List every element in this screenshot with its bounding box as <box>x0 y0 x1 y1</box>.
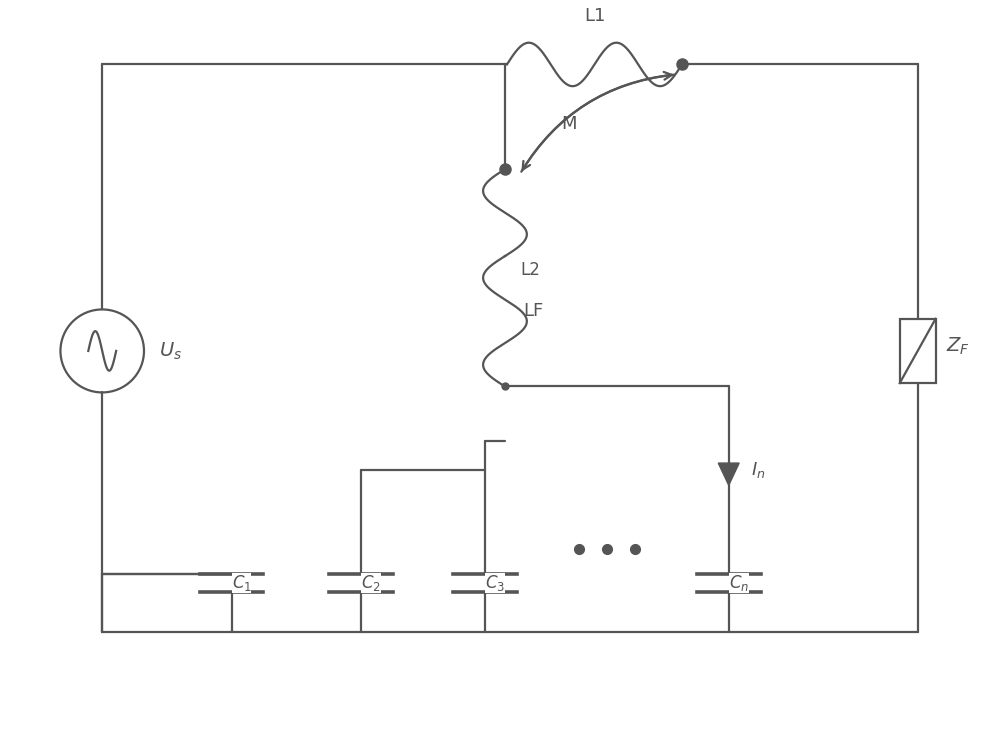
FancyArrowPatch shape <box>523 75 674 170</box>
Text: $C_3$: $C_3$ <box>485 573 505 593</box>
Polygon shape <box>718 463 739 486</box>
Text: M: M <box>561 115 576 133</box>
Text: $C_1$: $C_1$ <box>232 573 251 593</box>
Text: $Z_F$: $Z_F$ <box>946 336 969 357</box>
Text: $C_2$: $C_2$ <box>361 573 381 593</box>
Text: $U_s$: $U_s$ <box>159 340 182 361</box>
Text: L2: L2 <box>520 261 540 279</box>
Bar <box>900 319 936 383</box>
Text: LF: LF <box>523 302 543 321</box>
Text: $C_n$: $C_n$ <box>729 573 749 593</box>
FancyArrowPatch shape <box>521 72 672 171</box>
Text: L1: L1 <box>584 7 605 25</box>
Text: $I_n$: $I_n$ <box>751 460 765 480</box>
